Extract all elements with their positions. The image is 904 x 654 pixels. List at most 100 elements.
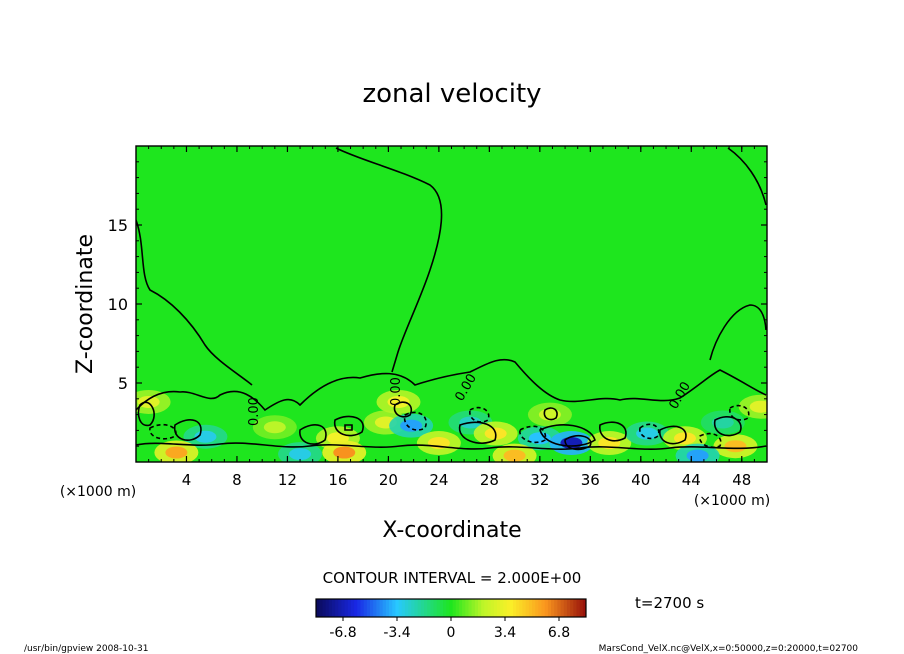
velocity-field <box>136 389 767 462</box>
x-tick-label: 24 <box>429 471 448 489</box>
colorbar-cell <box>487 599 492 617</box>
field-blob-core <box>503 449 526 462</box>
colorbar-cell <box>443 599 447 617</box>
x-tick-label: 40 <box>631 471 650 489</box>
colorbar-cell <box>522 599 527 617</box>
contour-line <box>344 424 353 431</box>
field-blob-core <box>749 400 767 413</box>
x-tick-label: 32 <box>530 471 549 489</box>
field-blob-core <box>636 427 659 440</box>
colorbar-cell <box>547 599 552 617</box>
plot-area: 0.00 0.00 0.00 0.00 <box>136 146 767 462</box>
colorbar-cell <box>481 599 485 617</box>
contour-label: 0.00 <box>389 377 404 406</box>
colorbar-cell <box>338 599 342 617</box>
colorbar-cell <box>452 599 457 617</box>
contour-line <box>564 434 592 451</box>
colorbar-cell <box>319 599 323 617</box>
contour-line <box>136 442 767 450</box>
x-tick-label: 8 <box>232 471 242 489</box>
colorbar-cell <box>414 599 419 617</box>
field-blob-core <box>528 432 551 445</box>
colorbar-tick-label: 3.4 <box>494 625 516 641</box>
zero-contour <box>136 358 767 412</box>
colorbar-cell <box>497 599 501 617</box>
colorbar-cell <box>554 599 558 617</box>
colorbar-cell <box>579 599 584 617</box>
y-tick-label: 5 <box>118 374 128 393</box>
contour-line <box>543 407 558 421</box>
colorbar-cell <box>404 599 409 617</box>
contour-line <box>699 432 722 449</box>
colorbar-ticks: -6.8 -3.4 0 3.4 6.8 <box>329 617 570 641</box>
contour-line <box>539 424 596 447</box>
colorbar-cell <box>525 599 530 617</box>
colorbar-cell <box>370 599 374 617</box>
colorbar-cell <box>506 599 511 617</box>
x-unit-label: (×1000 m) <box>694 493 770 509</box>
colorbar-cell <box>500 599 504 617</box>
colorbar-cell <box>582 599 587 617</box>
x-tick-label: 4 <box>182 471 192 489</box>
colorbar-cell <box>331 599 336 617</box>
zero-contour <box>727 147 767 206</box>
field-blob-core <box>137 395 160 408</box>
colorbar-cell <box>322 599 327 617</box>
colorbar-cell <box>382 599 387 617</box>
field-blob-core <box>598 437 621 450</box>
plot-background <box>136 146 767 462</box>
contour-line <box>599 421 627 442</box>
colorbar-cell <box>478 599 482 617</box>
colorbar-cell <box>325 599 330 617</box>
zero-contour <box>136 219 253 386</box>
colorbar-cell <box>576 599 581 617</box>
colorbar-cell <box>357 599 361 617</box>
colorbar-cell <box>366 599 371 617</box>
colorbar-cell <box>563 599 568 617</box>
colorbar-cell <box>408 599 412 617</box>
footer-right: MarsCond_VelX.nc@VelX,x=0:50000,z=0:2000… <box>599 644 859 654</box>
contour-line <box>469 406 490 423</box>
colorbar-cell <box>573 599 577 617</box>
colorbar-cell <box>449 599 454 617</box>
colorbar <box>316 599 587 617</box>
colorbar-tick-label: -6.8 <box>329 625 356 641</box>
field-blob-core <box>387 395 410 408</box>
contour-line <box>393 401 413 418</box>
contour-line <box>334 415 364 437</box>
colorbar-cell <box>427 599 431 617</box>
colorbar-cell <box>570 599 574 617</box>
contour-line <box>299 424 327 445</box>
contour-interval: CONTOUR INTERVAL = 2.000E+00 <box>323 569 582 587</box>
contour-line <box>519 425 547 444</box>
colorbar-cell <box>398 599 403 617</box>
colorbar-tick-label: -3.4 <box>383 625 410 641</box>
colorbar-cell <box>544 599 549 617</box>
colorbar-cell <box>344 599 349 617</box>
colorbar-cell <box>512 599 517 617</box>
colorbar-cell <box>458 599 463 617</box>
colorbar-cell <box>392 599 396 617</box>
field-blob-core <box>165 446 188 459</box>
colorbar-cell <box>401 599 406 617</box>
colorbar-cell <box>516 599 520 617</box>
colorbar-tick-label: 0 <box>447 625 456 641</box>
contour-line <box>639 423 660 440</box>
x-tick-label: 28 <box>480 471 499 489</box>
colorbar-cell <box>363 599 368 617</box>
colorbar-cell <box>316 599 320 617</box>
colorbar-cell <box>424 599 428 617</box>
contour-line <box>458 421 497 444</box>
contour-line <box>174 419 202 441</box>
colorbar-cell <box>341 599 346 617</box>
x-axis: 4 8 12 16 20 24 28 32 36 40 44 48 <box>148 146 755 489</box>
contour-line <box>729 404 750 421</box>
footer-left: /usr/bin/gpview 2008-10-31 <box>24 644 148 654</box>
field-blob-core <box>686 449 709 462</box>
colorbar-cell <box>462 599 466 617</box>
contour-label: 0.00 <box>247 397 262 426</box>
y-tick-label: 10 <box>108 295 128 314</box>
colorbar-cell <box>551 599 555 617</box>
colorbar-cell <box>335 599 339 617</box>
colorbar-cell <box>490 599 495 617</box>
